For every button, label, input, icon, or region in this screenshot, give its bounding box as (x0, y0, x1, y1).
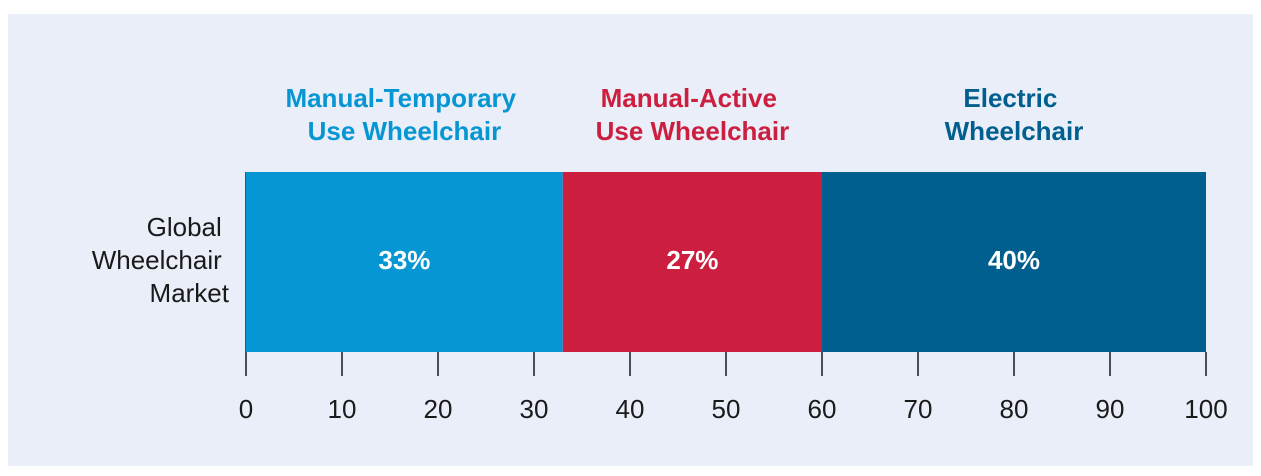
x-tick-label: 20 (424, 394, 453, 424)
value-label: 27% (666, 245, 718, 275)
x-tick-label: 90 (1096, 394, 1125, 424)
x-tick-label: 70 (904, 394, 933, 424)
x-tick-label: 80 (1000, 394, 1029, 424)
bar-segment (822, 172, 1206, 352)
x-tick-label: 60 (808, 394, 837, 424)
x-tick-label: 40 (616, 394, 645, 424)
series-label: Manual-Temporary Use Wheelchair (285, 83, 523, 146)
series-label: Manual-Active Use Wheelchair (596, 83, 790, 146)
x-tick-label: 10 (328, 394, 357, 424)
x-tick-label: 100 (1184, 394, 1227, 424)
x-tick-label: 0 (239, 394, 253, 424)
series-label: Electric Wheelchair (945, 83, 1084, 146)
value-label: 33% (378, 245, 430, 275)
bar-segment (246, 172, 563, 352)
value-label: 40% (988, 245, 1040, 275)
y-category-label: Global Wheelchair Market (92, 212, 230, 308)
bar-segment (562, 172, 822, 352)
x-tick-label: 50 (712, 394, 741, 424)
x-tick-label: 30 (520, 394, 549, 424)
